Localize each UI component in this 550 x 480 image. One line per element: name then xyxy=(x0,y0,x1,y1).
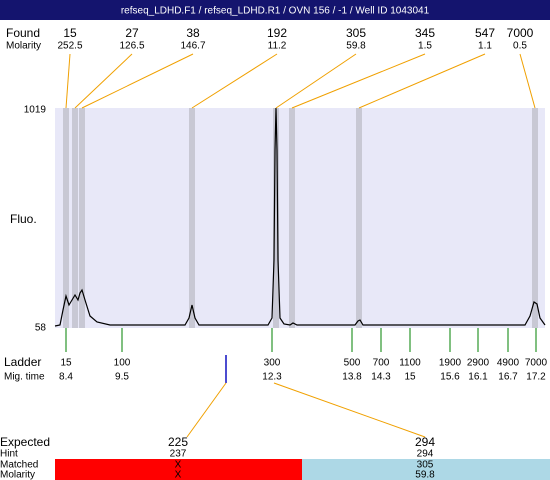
peak-connector xyxy=(81,53,194,109)
peak-band xyxy=(79,108,85,328)
y-bottom-label: 58 xyxy=(35,323,47,334)
matched: X xyxy=(175,460,182,471)
y-top-label: 1019 xyxy=(24,105,47,116)
peak-band xyxy=(289,108,295,328)
expected-size: 225 xyxy=(168,435,188,449)
ladder-size: 2900 xyxy=(467,358,490,369)
plot-area xyxy=(55,108,545,328)
peak-connector xyxy=(358,53,486,109)
peak-band xyxy=(273,108,279,328)
found-molarity: 11.2 xyxy=(268,41,287,52)
found-size: 345 xyxy=(415,26,435,40)
found-size: 192 xyxy=(267,26,287,40)
ladder-size: 15 xyxy=(60,358,72,369)
peak-connector xyxy=(275,53,357,109)
peak-connector xyxy=(74,53,133,109)
molarity-label: Molarity xyxy=(6,41,41,52)
found-molarity: 126.5 xyxy=(119,41,144,52)
ladder-size: 500 xyxy=(344,358,361,369)
found-size: 305 xyxy=(346,26,366,40)
found-size: 7000 xyxy=(507,26,534,40)
ladder-size: 7000 xyxy=(525,358,548,369)
found-molarity: 252.5 xyxy=(57,41,82,52)
mig-time: 8.4 xyxy=(59,372,73,383)
hint-label: Hint xyxy=(0,449,18,460)
expected-size: 294 xyxy=(415,435,435,449)
title-bar xyxy=(0,0,550,20)
molarity: X xyxy=(175,470,182,480)
found-size: 547 xyxy=(475,26,495,40)
found-molarity: 1.1 xyxy=(478,41,492,52)
peak-band xyxy=(532,108,538,328)
mig-time: 17.2 xyxy=(526,372,546,383)
mig-time-label: Mig. time xyxy=(4,372,45,383)
found-size: 38 xyxy=(186,26,200,40)
found-size: 15 xyxy=(63,26,77,40)
title: refseq_LDHD.F1 / refseq_LDHD.R1 / OVN 15… xyxy=(121,6,430,17)
peak-connector xyxy=(291,53,426,109)
peak-band xyxy=(63,108,69,328)
mig-time: 16.1 xyxy=(468,372,488,383)
peak-connector xyxy=(65,53,71,109)
connector xyxy=(186,382,227,438)
mig-time: 15.6 xyxy=(440,372,460,383)
peak-connector xyxy=(191,53,278,109)
mig-time: 14.3 xyxy=(371,372,391,383)
molarity-label: Molarity xyxy=(0,470,35,480)
found-label: Found xyxy=(6,26,40,40)
molarity: 59.8 xyxy=(415,470,435,480)
hint: 237 xyxy=(170,449,187,460)
expected-label: Expected xyxy=(0,435,50,449)
unmatched-bar xyxy=(55,459,302,480)
found-molarity: 146.7 xyxy=(180,41,205,52)
peak-band xyxy=(356,108,362,328)
found-molarity: 59.8 xyxy=(346,41,366,52)
peak-band xyxy=(189,108,195,328)
found-molarity: 1.5 xyxy=(418,41,432,52)
ladder-label: Ladder xyxy=(4,355,41,369)
peak-band xyxy=(72,108,78,328)
found-size: 27 xyxy=(125,26,139,40)
ladder-size: 700 xyxy=(373,358,390,369)
found-molarity: 0.5 xyxy=(513,41,527,52)
ladder-size: 1900 xyxy=(439,358,462,369)
peak-connector xyxy=(519,53,536,109)
matched-bar xyxy=(302,459,550,480)
mig-time: 12.3 xyxy=(262,372,282,383)
ladder-size: 100 xyxy=(114,358,131,369)
hint: 294 xyxy=(417,449,434,460)
ladder-size: 1100 xyxy=(399,358,421,369)
y-axis-label: Fluo. xyxy=(10,212,37,226)
ladder-size: 300 xyxy=(264,358,281,369)
trace xyxy=(54,107,546,327)
connector xyxy=(273,382,426,438)
mig-time: 15 xyxy=(404,372,416,383)
mig-time: 9.5 xyxy=(115,372,129,383)
matched: 305 xyxy=(417,460,434,471)
mig-time: 16.7 xyxy=(498,372,518,383)
mig-time: 13.8 xyxy=(342,372,362,383)
matched-label: Matched xyxy=(0,460,38,471)
ladder-size: 4900 xyxy=(497,358,520,369)
